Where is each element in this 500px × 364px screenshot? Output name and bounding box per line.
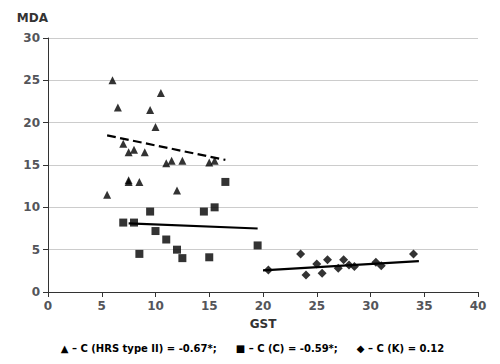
svg-text:▲ – C (HRS type II) = -0.67*;: ▲ – C (HRS type II) = -0.67*;: [61, 343, 217, 354]
svg-text:30: 30: [23, 31, 40, 45]
svg-text:5: 5: [32, 243, 40, 257]
svg-text:0: 0: [32, 285, 40, 299]
svg-text:25: 25: [308, 299, 325, 313]
svg-text:20: 20: [23, 116, 40, 130]
svg-text:5: 5: [98, 299, 106, 313]
svg-text:GST: GST: [250, 317, 277, 331]
svg-text:10: 10: [147, 299, 164, 313]
svg-text:■ – C (C) = -0.59*;: ■ – C (C) = -0.59*;: [236, 343, 338, 354]
svg-text:15: 15: [201, 299, 218, 313]
svg-text:◆ – C (K) = 0.12: ◆ – C (K) = 0.12: [357, 343, 444, 354]
svg-text:30: 30: [362, 299, 379, 313]
svg-text:20: 20: [255, 299, 272, 313]
svg-text:MDA: MDA: [17, 11, 49, 25]
svg-text:40: 40: [470, 299, 487, 313]
svg-text:10: 10: [23, 200, 40, 214]
svg-text:25: 25: [23, 73, 40, 87]
svg-text:0: 0: [44, 299, 52, 313]
svg-text:35: 35: [416, 299, 433, 313]
svg-text:15: 15: [23, 158, 40, 172]
